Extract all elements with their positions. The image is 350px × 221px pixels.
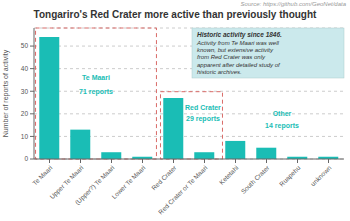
svg-text:Ruapehu: Ruapehu [278,164,303,189]
svg-text:Historic activity since 1846.: Historic activity since 1846. [197,31,282,39]
svg-text:Number of reports of activity: Number of reports of activity [8,49,10,137]
svg-text:40: 40 [21,65,29,72]
svg-text:Te Maari: Te Maari [31,164,54,187]
svg-text:30: 30 [21,88,29,95]
svg-text:Upper Te Maari: Upper Te Maari [48,164,85,201]
svg-text:20: 20 [21,110,29,117]
svg-text:14 reports: 14 reports [265,122,299,130]
svg-text:0: 0 [24,155,28,162]
svg-text:South Crater: South Crater [239,163,271,195]
html-text:Tongariro's Red Crater more ac: Tongariro's Red Crater more active than … [33,9,317,20]
svg-text:Lower Te Maari: Lower Te Maari [110,164,146,200]
svg-text:Red Crater: Red Crater [185,104,221,111]
svg-text:Red Crater or Te Maari: Red Crater or Te Maari [157,164,209,216]
svg-text:unknown: unknown [309,164,333,188]
svg-text:Red Crater: Red Crater [150,163,178,191]
svg-text:Te Maari: Te Maari [82,74,110,81]
svg-text:Ketetahi: Ketetahi [218,164,240,186]
svg-text:50: 50 [21,42,29,49]
svg-text:71 reports: 71 reports [79,88,113,96]
svg-text:29 reports: 29 reports [186,115,220,123]
svg-text:(Upper?) Te Maari: (Upper?) Te Maari [74,164,117,207]
svg-text:10: 10 [21,133,29,140]
svg-text:Other: Other [273,110,292,117]
svg-text:Activity from Te Maari was wel: Activity from Te Maari was wellknown, bu… [196,40,281,75]
html-text:Source: https://github.com/Geo: Source: https://github.com/GeoNet/data [240,1,346,7]
